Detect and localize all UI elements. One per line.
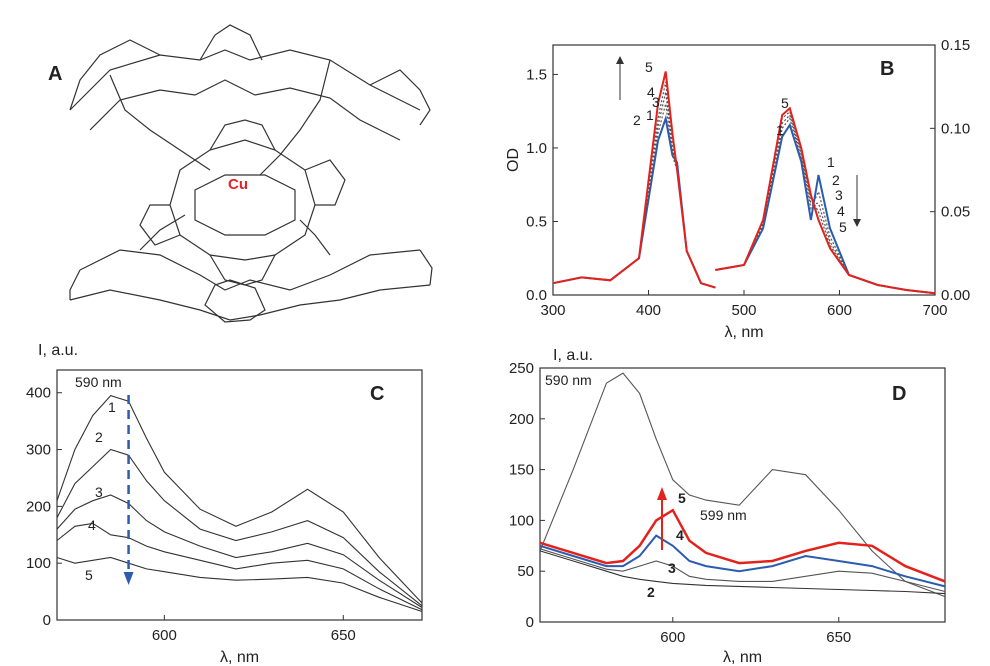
q-band-curve-label: 5 [839,219,847,235]
curve-label: 2 [647,584,655,600]
wavelength-annotation-599: 599 nm [700,507,747,523]
y-axis-label: I, a.u. [553,347,593,364]
q-band-curve-label: 2 [832,172,840,188]
q-band-curve-label: 4 [837,203,845,219]
wavelength-annotation: 590 nm [75,374,122,390]
panel-b-absorption-chart: 300 400 500 600 700 0.0 0.5 1.0 1.5 0.00 0.05 0.10 0… [505,37,970,341]
q-band-curve-label: 1 [827,154,835,170]
panel-c-frame [56,369,423,621]
emission-curve-3 [539,548,946,593]
panel-d-emission-chart: 600 650 0 50 100 150 200 250 I, a.u. λ, nm D 590 nm… [509,347,946,666]
y-tick-label: 300 [26,442,51,459]
panel-label-c: C [370,383,384,405]
panel-label-d: D [892,383,906,405]
x-tick-label: 300 [540,302,565,319]
y-tick-label: 1.0 [526,140,547,157]
emission-curve-2 [56,448,423,607]
soret-curve-label: 3 [652,94,660,110]
emission-curve-5 [539,508,946,583]
q-band-curve-2 [715,116,936,294]
soret-arrow-head [616,56,624,64]
increase-arrow-head [657,487,667,500]
x-axis-label: λ, nm [723,649,762,666]
panel-c-emission-chart: 600 650 0 100 200 300 400 I, a.u. λ, nm C 590 nm 12… [26,342,423,666]
y-axis-label: I, a.u. [38,342,78,359]
q-band-curve-label: 1 [776,122,784,138]
soret-curve-label: 1 [646,107,654,123]
y-tick-label: 0 [43,612,51,629]
y2-tick-label: 0.15 [941,37,970,54]
curve-label: 4 [88,517,96,533]
y-tick-label: 400 [26,385,51,402]
emission-curve-4 [539,534,946,588]
emission-curve-5 [56,556,423,613]
y-tick-label: 50 [517,563,534,580]
wavelength-annotation-590: 590 nm [545,372,592,388]
y-tick-label: 100 [509,512,534,529]
curve-label: 3 [668,560,676,576]
y2-tick-label: 0.00 [941,287,970,304]
soret-band-curve-5 [552,71,716,289]
curve-label: 1 [108,399,116,415]
y-tick-label: 200 [509,411,534,428]
x-tick-label: 650 [826,629,851,646]
panel-label-b: B [880,58,894,80]
soret-curve-label: 4 [647,84,655,100]
x-tick-label: 400 [636,302,661,319]
panel-d-frame [539,367,946,623]
y-tick-label: 0.5 [526,213,547,230]
q-band-curve-5 [715,106,936,295]
molecule-structure-drawing [69,24,433,323]
x-axis-label: λ, nm [220,649,259,666]
x-tick-label: 650 [331,627,356,644]
y-tick-label: 100 [26,555,51,572]
curve-label: 4 [676,527,684,543]
x-tick-label: 600 [827,302,852,319]
metal-center-label: Cu [228,176,248,193]
emission-curve-4 [56,522,423,611]
panel-label-a: A [48,63,62,85]
y2-tick-label: 0.05 [941,204,970,221]
curve-label: 5 [678,490,686,506]
x-tick-label: 700 [922,302,947,319]
curve-label: 2 [95,429,103,445]
q-band-curve-label: 5 [781,95,789,111]
q-band-curve-label: 3 [835,187,843,203]
y-tick-label: 150 [509,462,534,479]
emission-curve-2 [539,550,946,595]
y-tick-label: 0 [526,614,534,631]
curve-label: 5 [85,567,93,583]
panel-b-frame [552,44,936,296]
q-band-arrow-head [853,219,861,227]
soret-curve-label: 5 [645,59,653,75]
x-tick-label: 600 [152,627,177,644]
x-tick-label: 600 [660,629,685,646]
decrease-arrow-head [123,572,134,585]
y-axis-label: OD [505,148,522,172]
curve-label: 3 [95,484,103,500]
soret-curve-label: 2 [633,112,641,128]
panel-a-molecule: A Cu [48,24,433,323]
emission-curve-3 [56,494,423,608]
emission-curve-reference [539,372,946,598]
q-band-curve-1 [715,122,936,295]
y2-tick-label: 0.10 [941,120,970,137]
x-axis-label: λ, nm [724,324,763,341]
y-tick-label: 0.0 [526,287,547,304]
emission-curve-1 [56,394,423,604]
x-tick-label: 500 [731,302,756,319]
y-tick-label: 1.5 [526,66,547,83]
y-tick-label: 250 [509,360,534,377]
y-tick-label: 200 [26,498,51,515]
